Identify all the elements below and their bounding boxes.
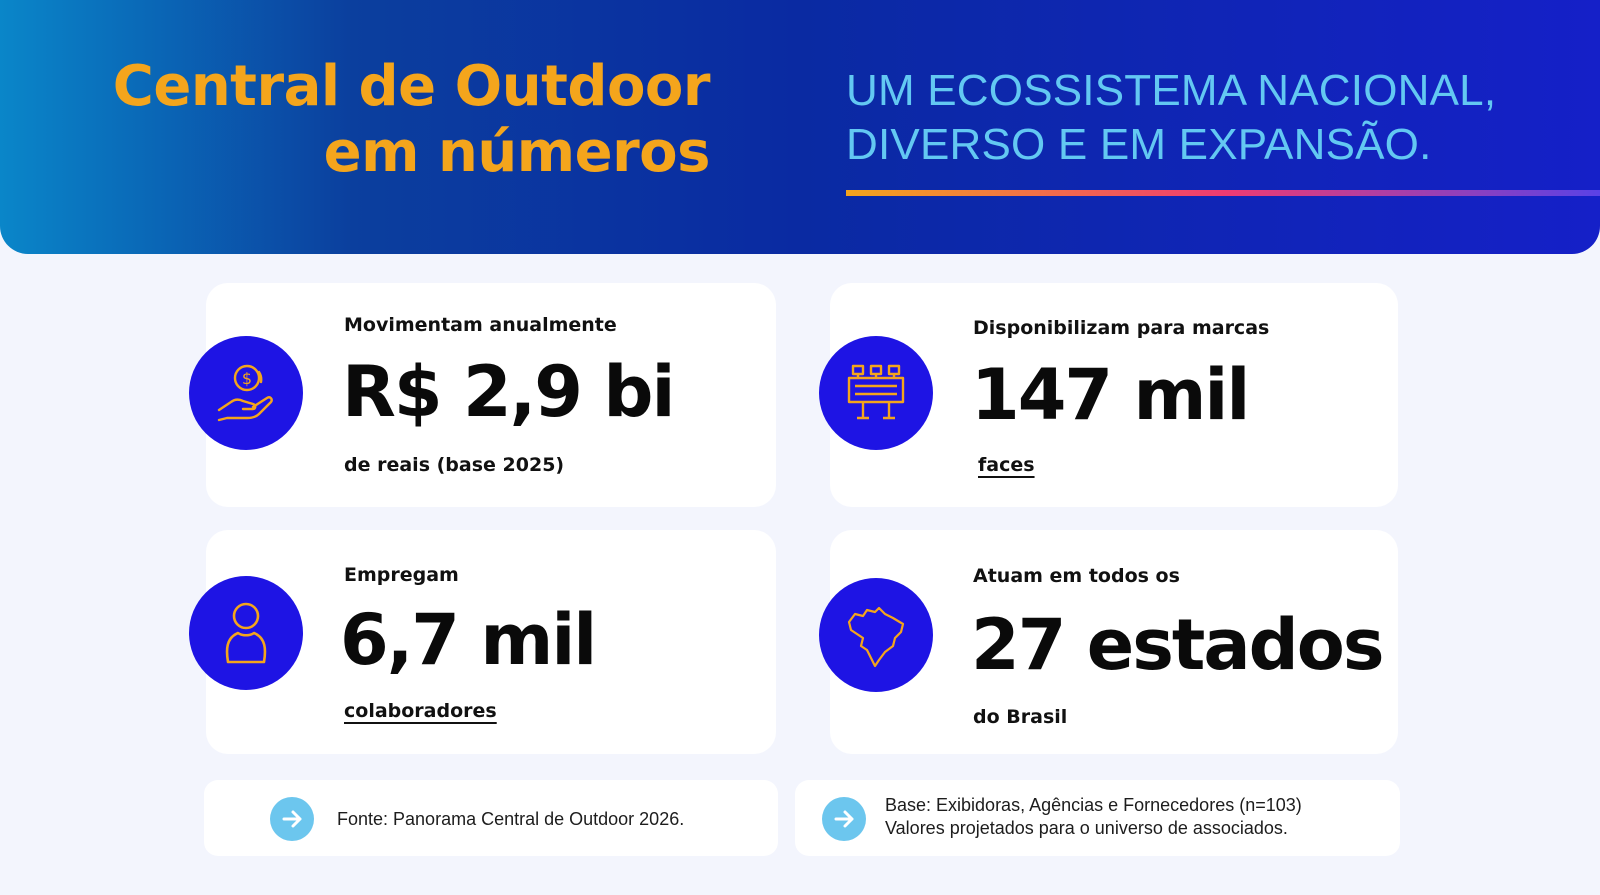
source-text: Fonte: Panorama Central de Outdoor 2026. xyxy=(337,809,685,829)
stat-caption-faces: faces xyxy=(978,454,1035,476)
header-banner: Central de Outdoor em números UM ECOSSIS… xyxy=(0,0,1600,254)
stat-value-revenue: R$ 2,9 bi xyxy=(342,351,675,433)
svg-text:$: $ xyxy=(242,369,252,388)
stat-value-employees: 6,7 mil xyxy=(340,599,597,681)
stat-value-states: 27 estados xyxy=(971,604,1384,686)
brazil-map-icon xyxy=(819,578,933,692)
base-line-1: Base: Exibidoras, Agências e Fornecedore… xyxy=(885,795,1302,815)
person-icon xyxy=(189,576,303,690)
accent-divider xyxy=(846,190,1600,196)
subtitle-line-1: UM ECOSSISTEMA NACIONAL, xyxy=(846,66,1497,115)
base-text: Base: Exibidoras, Agências e Fornecedore… xyxy=(885,794,1302,840)
arrow-right-icon xyxy=(822,797,866,841)
billboard-icon xyxy=(819,336,933,450)
money-hand-icon: $ xyxy=(189,336,303,450)
base-note xyxy=(795,780,1400,856)
base-line-2: Valores projetados para o universo de as… xyxy=(885,818,1288,838)
stat-caption-employees: colaboradores xyxy=(344,700,497,722)
title-line-1: Central de Outdoor xyxy=(112,54,711,119)
page-title: Central de Outdoor em números xyxy=(112,54,711,186)
title-line-2: em números xyxy=(323,120,711,185)
arrow-right-icon xyxy=(270,797,314,841)
stat-label-employees: Empregam xyxy=(344,564,459,586)
page-subtitle: UM ECOSSISTEMA NACIONAL, DIVERSO E EM EX… xyxy=(846,64,1496,172)
stat-caption-revenue: de reais (base 2025) xyxy=(344,454,565,476)
stat-caption-states: do Brasil xyxy=(973,706,1068,728)
stat-label-faces: Disponibilizam para marcas xyxy=(973,317,1270,339)
stat-label-revenue: Movimentam anualmente xyxy=(344,314,617,336)
stat-label-states: Atuam em todos os xyxy=(973,565,1180,587)
stat-value-faces: 147 mil xyxy=(971,354,1250,436)
subtitle-line-2: DIVERSO E EM EXPANSÃO. xyxy=(846,120,1432,169)
